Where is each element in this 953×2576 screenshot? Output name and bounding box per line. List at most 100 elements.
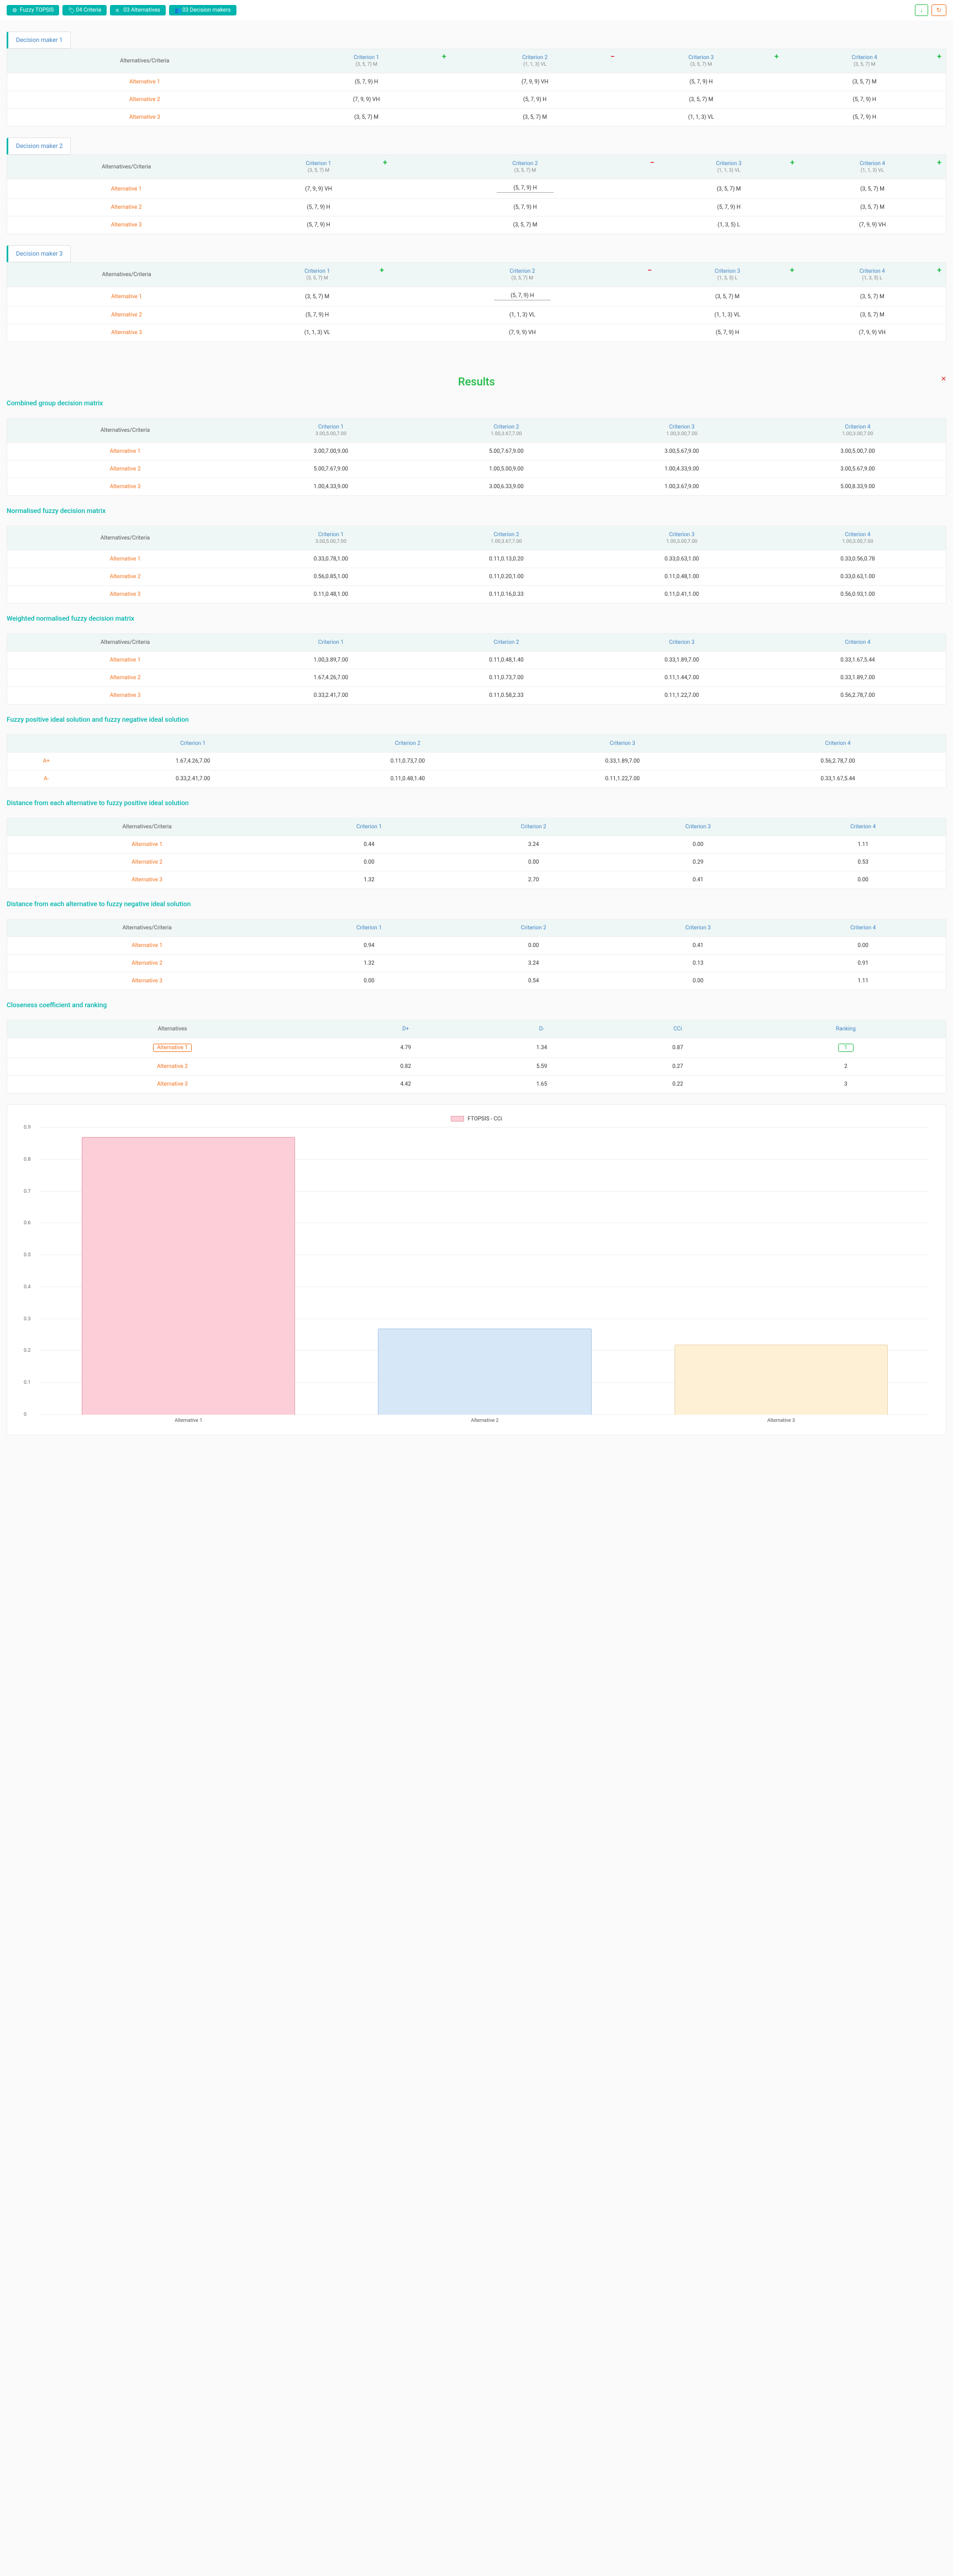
- cell[interactable]: (3, 5, 7) M: [659, 179, 799, 199]
- table-row: Alternative 1(5, 7, 9) H(7, 9, 9) VH(5, …: [7, 73, 946, 91]
- cell[interactable]: (1, 1, 3) VL: [246, 324, 388, 342]
- cell[interactable]: (5, 7, 9) H: [783, 91, 946, 109]
- cell[interactable]: (7, 9, 9) VH: [282, 91, 451, 109]
- plus-icon[interactable]: +: [383, 158, 387, 167]
- alternative-label[interactable]: Alternative 2: [7, 199, 246, 216]
- plus-icon[interactable]: +: [790, 266, 794, 275]
- plus-icon[interactable]: +: [775, 52, 779, 61]
- cell[interactable]: (3, 5, 7) M: [799, 199, 946, 216]
- result-table: Alternatives/CriteriaCriterion 13.00,5.0…: [7, 526, 946, 604]
- header-tag[interactable]: 🏷04 Criteria: [62, 5, 107, 15]
- cell[interactable]: (3, 5, 7) M: [799, 179, 946, 199]
- cell[interactable]: (3, 5, 7) M: [619, 91, 783, 109]
- minus-icon[interactable]: −: [650, 158, 655, 167]
- alternative-label[interactable]: Alternative 1: [7, 287, 246, 306]
- cell[interactable]: (5, 7, 9) H: [656, 324, 799, 342]
- alternative-label[interactable]: Alternative 1: [7, 179, 246, 199]
- cell[interactable]: (5, 7, 9) H: [659, 199, 799, 216]
- cell[interactable]: (5, 7, 9) H: [245, 199, 391, 216]
- chart-bar[interactable]: [82, 1137, 295, 1415]
- cell[interactable]: (3, 5, 7) M: [798, 287, 946, 306]
- plus-icon[interactable]: +: [790, 158, 794, 167]
- plus-icon[interactable]: +: [380, 266, 384, 275]
- header-tag[interactable]: ≡03 Alternatives: [110, 5, 166, 15]
- plus-icon[interactable]: +: [937, 266, 941, 275]
- minus-icon[interactable]: −: [610, 52, 615, 61]
- legend-swatch: [451, 1116, 464, 1122]
- minus-icon[interactable]: −: [647, 266, 652, 275]
- y-tick-label: 0.1: [24, 1380, 31, 1385]
- chart-bar[interactable]: [378, 1329, 591, 1415]
- criterion-header[interactable]: Criterion 1(3, 5, 7) M+: [282, 49, 451, 73]
- cell[interactable]: (5, 7, 9) H: [451, 91, 619, 109]
- rank-dp: 0.82: [338, 1058, 473, 1076]
- criterion-header[interactable]: Criterion 3(1, 3, 5) L+: [656, 263, 799, 287]
- cell[interactable]: (1, 1, 3) VL: [619, 109, 783, 126]
- cell[interactable]: (7, 9, 9) VH: [799, 216, 946, 234]
- decision-maker-tab[interactable]: Decision maker 1: [7, 31, 71, 49]
- cell: 1.32: [287, 871, 451, 889]
- cell[interactable]: (3, 5, 7) M: [656, 287, 799, 306]
- cell: 0.11,0.41,1.00: [594, 586, 770, 604]
- criterion-header[interactable]: Criterion 4(1, 3, 5) L+: [798, 263, 946, 287]
- criterion-header[interactable]: Criterion 4(1, 1, 3) VL+: [799, 155, 946, 179]
- decision-maker-tab[interactable]: Decision maker 3: [7, 245, 71, 262]
- cell[interactable]: (5, 7, 9) H: [246, 306, 388, 324]
- cell[interactable]: (3, 5, 7) M: [246, 287, 388, 306]
- cell[interactable]: (5, 7, 9) H: [783, 109, 946, 126]
- criterion-header: Criterion 1: [287, 919, 451, 937]
- cell[interactable]: (7, 9, 9) VH: [451, 73, 619, 91]
- alternative-label[interactable]: Alternative 3: [7, 216, 246, 234]
- criterion-header[interactable]: Criterion 2(3, 5, 7) M−: [388, 263, 656, 287]
- decision-maker-tab[interactable]: Decision maker 2: [7, 137, 71, 155]
- cell[interactable]: (5, 7, 9) H: [392, 199, 659, 216]
- cell[interactable]: (7, 9, 9) VH: [245, 179, 391, 199]
- cell[interactable]: (7, 9, 9) VH: [798, 324, 946, 342]
- cell[interactable]: (5, 7, 9) H: [392, 179, 659, 199]
- corner-header: Alternatives/Criteria: [7, 49, 282, 73]
- criterion-header: Criterion 1: [287, 818, 451, 836]
- cell[interactable]: (7, 9, 9) VH: [388, 324, 656, 342]
- alternative-label[interactable]: Alternative 3: [7, 324, 246, 342]
- alternative-label[interactable]: Alternative 3: [7, 109, 282, 126]
- alternative-label[interactable]: Alternative 2: [7, 306, 246, 324]
- chart-bar[interactable]: [675, 1345, 888, 1415]
- cell: 0.00: [451, 854, 616, 871]
- cell[interactable]: (5, 7, 9) H: [619, 73, 783, 91]
- cell[interactable]: (3, 5, 7) M: [392, 216, 659, 234]
- refresh-button[interactable]: ↻: [931, 4, 946, 16]
- cell[interactable]: (3, 5, 7) M: [783, 73, 946, 91]
- cell: 1.67,4.26,7.00: [243, 669, 419, 687]
- cell[interactable]: (3, 5, 7) M: [282, 109, 451, 126]
- criterion-header[interactable]: Criterion 1(3, 5, 7) M+: [245, 155, 391, 179]
- criterion-header[interactable]: Criterion 2(1, 1, 3) VL−: [451, 49, 619, 73]
- cell[interactable]: (5, 7, 9) H: [245, 216, 391, 234]
- alternative-label[interactable]: Alternative 2: [7, 91, 282, 109]
- plus-icon[interactable]: +: [442, 52, 446, 61]
- cell[interactable]: (1, 1, 3) VL: [656, 306, 799, 324]
- header-tag[interactable]: 👥03 Decision makers: [169, 5, 236, 15]
- header-tag[interactable]: ⚙Fuzzy TOPSIS: [7, 5, 59, 15]
- cell[interactable]: (1, 1, 3) VL: [388, 306, 656, 324]
- criterion-header[interactable]: Criterion 1(3, 5, 7) M+: [246, 263, 388, 287]
- cell[interactable]: (3, 5, 7) M: [798, 306, 946, 324]
- rank-cci: 0.22: [610, 1076, 746, 1093]
- criterion-header[interactable]: Criterion 4(3, 5, 7) M+: [783, 49, 946, 73]
- rank-alt: Alternative 1: [7, 1038, 338, 1058]
- close-icon[interactable]: ✕: [941, 375, 946, 383]
- cell[interactable]: (1, 3, 5) L: [659, 216, 799, 234]
- table-row: A+1.67,4.26,7.000.11,0.73,7.000.33,1.89,…: [7, 753, 946, 770]
- plus-icon[interactable]: +: [937, 52, 941, 61]
- alternative-label: Alternative 2: [7, 854, 287, 871]
- cell[interactable]: (5, 7, 9) H: [388, 287, 656, 306]
- cell[interactable]: (3, 5, 7) M: [451, 109, 619, 126]
- cell[interactable]: (5, 7, 9) H: [282, 73, 451, 91]
- plus-icon[interactable]: +: [937, 158, 941, 167]
- alternative-label[interactable]: Alternative 1: [7, 73, 282, 91]
- download-button[interactable]: ↓: [915, 4, 928, 16]
- alternative-label: A+: [7, 753, 86, 770]
- cell: 0.11,0.58,2.33: [419, 687, 594, 705]
- criterion-header[interactable]: Criterion 3(3, 5, 7) M+: [619, 49, 783, 73]
- criterion-header[interactable]: Criterion 3(1, 1, 3) VL+: [659, 155, 799, 179]
- criterion-header[interactable]: Criterion 2(3, 5, 7) M−: [392, 155, 659, 179]
